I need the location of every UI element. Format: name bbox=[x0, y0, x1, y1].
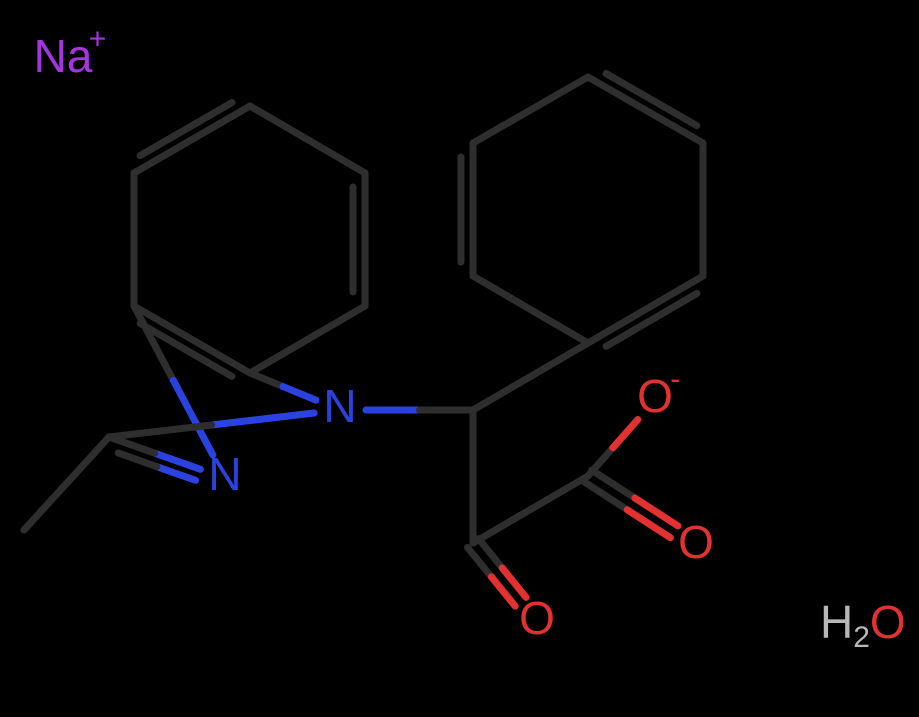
atom-o_dbl: O bbox=[678, 516, 714, 568]
atom-o_minus: O bbox=[637, 370, 673, 422]
atom-n1: N bbox=[208, 448, 241, 500]
atom-o_minus-charge: - bbox=[670, 363, 680, 396]
atom-na-charge: + bbox=[89, 23, 107, 56]
atom-n2: N bbox=[323, 380, 356, 432]
atom-o_ket: O bbox=[519, 592, 555, 644]
atom-na: Na bbox=[34, 30, 93, 82]
water-molecule: H2O bbox=[820, 596, 906, 654]
molecule-diagram: Na+NNO-OOH2O bbox=[0, 0, 919, 717]
